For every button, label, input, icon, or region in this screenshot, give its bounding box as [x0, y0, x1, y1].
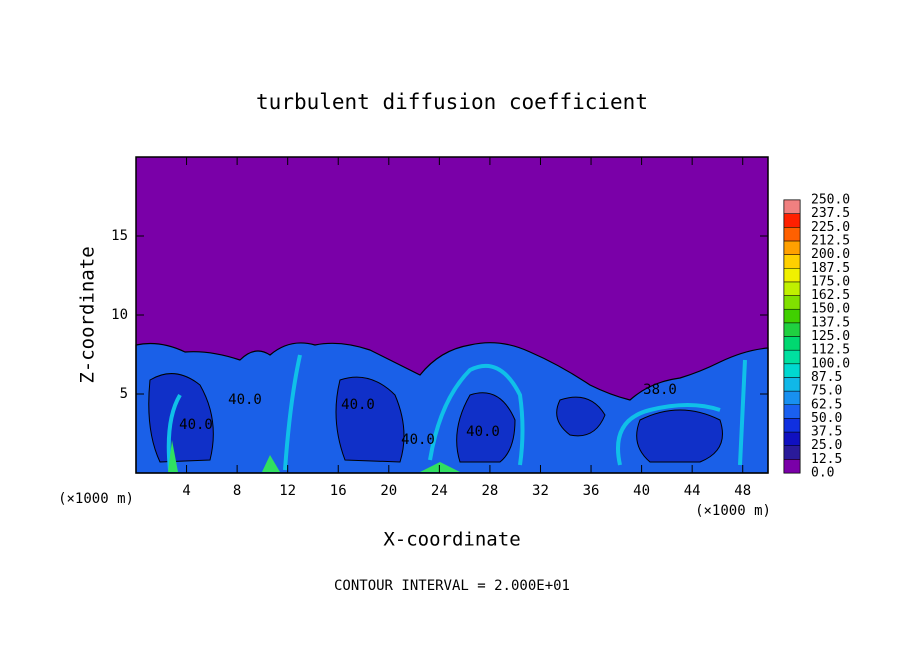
colorbar-swatch: [783, 254, 801, 269]
colorbar-swatch: [783, 213, 801, 228]
colorbar-swatch: [783, 199, 801, 214]
contour-label: 40.0: [401, 432, 435, 448]
colorbar-label: 175.0: [811, 274, 850, 289]
colorbar-swatch: [783, 445, 801, 460]
y-tick-label: 10: [111, 307, 128, 323]
x-axis-label: X-coordinate: [383, 529, 520, 551]
colorbar-swatch: [783, 390, 801, 406]
colorbar-swatch: [783, 377, 801, 392]
contour-label: 40.0: [341, 397, 375, 413]
colorbar-label: 112.5: [811, 343, 850, 358]
x-tick-label: 12: [279, 483, 296, 499]
colorbar-label: 237.5: [811, 206, 850, 221]
x-tick-label: 28: [481, 483, 498, 499]
colorbar-label: 37.5: [811, 425, 842, 440]
colorbar-label: 125.0: [811, 329, 850, 344]
colorbar-swatch: [783, 281, 801, 296]
colorbar-swatch: [783, 322, 801, 337]
colorbar-label: 12.5: [811, 452, 842, 467]
x-tick-label: 20: [380, 483, 397, 499]
colorbar-label: 100.0: [811, 356, 850, 371]
colorbar-swatch: [783, 227, 801, 242]
colorbar-swatch: [783, 459, 801, 474]
colorbar-label: 87.5: [811, 370, 842, 385]
chart-title: turbulent diffusion coefficient: [256, 90, 648, 114]
colorbar-label: 150.0: [811, 302, 850, 317]
field-cyan: [166, 354, 747, 471]
contour-label: 40.0: [228, 392, 262, 408]
colorbar-label: 250.0: [811, 193, 850, 208]
colorbar-label: 187.5: [811, 261, 850, 276]
x-tick-label: 4: [182, 483, 190, 499]
field-green: [168, 440, 460, 472]
colorbar-swatch: [783, 431, 801, 446]
colorbar-swatch: [783, 336, 801, 351]
contour-label: 40.0: [466, 424, 500, 440]
colorbar-swatch: [783, 349, 801, 365]
colorbar-label: 212.5: [811, 233, 850, 248]
x-tick-label: 36: [583, 483, 600, 499]
colorbar-label: 50.0: [811, 411, 842, 426]
x-tick-label: 16: [330, 483, 347, 499]
colorbar-label: 162.5: [811, 288, 850, 303]
colorbar-label: 62.5: [811, 397, 842, 412]
colorbar-label: 225.0: [811, 220, 850, 235]
contour-label: 40.0: [179, 417, 213, 433]
footnote: CONTOUR INTERVAL = 2.000E+01: [334, 578, 570, 594]
contour-label: 38.0: [643, 382, 677, 398]
x-tick-label: 44: [684, 483, 701, 499]
y-tick-label: 5: [120, 386, 128, 402]
colorbar-swatch: [783, 308, 801, 324]
colorbar-label: 200.0: [811, 247, 850, 262]
y-tick-label: 15: [111, 228, 128, 244]
x-tick-label: 8: [233, 483, 241, 499]
field: [135, 157, 769, 474]
colorbar-swatch: [783, 404, 801, 419]
colorbar-swatch: [783, 240, 801, 255]
colorbar-label: 0.0: [811, 466, 834, 481]
y-axis-label: Z-coordinate: [77, 246, 99, 383]
colorbar-label: 75.0: [811, 384, 842, 399]
colorbar-label: 25.0: [811, 438, 842, 453]
x-tick-label: 32: [532, 483, 549, 499]
x-unit: (×1000 m): [58, 491, 134, 507]
field-dark: [148, 373, 723, 463]
colorbar-swatch: [783, 418, 801, 433]
x-unit: (×1000 m): [695, 503, 771, 519]
x-tick-label: 48: [734, 483, 751, 499]
colorbar-label: 137.5: [811, 315, 850, 330]
colorbar-swatch: [783, 268, 801, 283]
x-tick-label: 24: [431, 483, 448, 499]
x-tick-label: 40: [633, 483, 650, 499]
colorbar-swatch: [783, 295, 801, 310]
colorbar-swatch: [783, 363, 801, 378]
